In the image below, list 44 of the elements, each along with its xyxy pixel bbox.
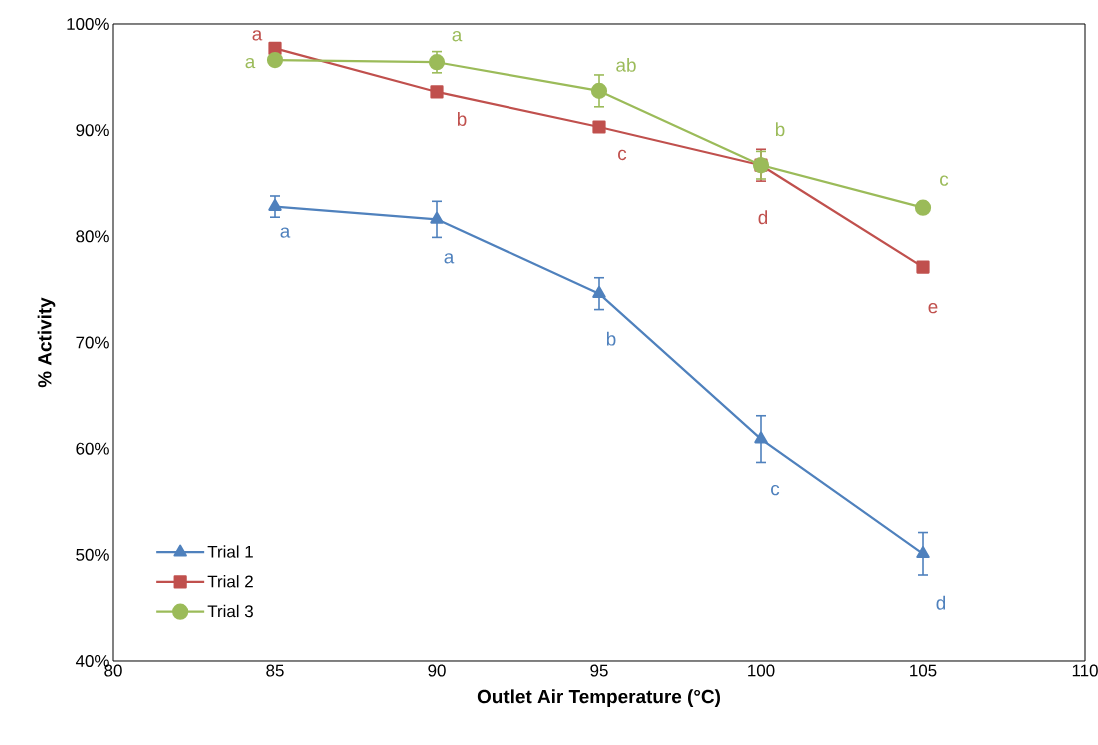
point [268,199,282,211]
point [914,199,932,216]
point [430,211,444,224]
point [430,85,444,99]
y-axis-title: % Activity [37,297,56,388]
y-tick-label: 80% [76,230,109,243]
y-tick-label: 90% [76,124,109,137]
point [592,286,606,299]
legend-label: Trial 3 [207,604,253,618]
x-tick-label: 85 [266,664,284,677]
point [590,82,608,99]
data-label: e [928,302,938,314]
y-tick-label: 70% [76,336,109,349]
point [592,120,606,134]
legend-label: Trial 2 [207,575,253,588]
data-label: d [758,210,768,225]
x-tick-label: 105 [910,664,937,677]
point [754,431,768,444]
point [266,51,284,69]
data-label: a [444,253,455,264]
point [916,546,930,559]
x-tick-label: 90 [428,664,446,677]
data-label: c [618,149,627,161]
data-label: b [775,122,785,137]
data-label: a [245,57,256,69]
x-tick-label: 110 [1072,664,1098,677]
data-label: a [452,31,463,42]
x-axis-title: Outlet Air Temperature (°C) [477,689,720,707]
data-label: d [936,595,946,610]
data-label: b [606,331,616,346]
point [916,260,930,274]
point [428,54,446,71]
data-label: a [252,30,263,41]
y-tick-label: 100% [67,18,109,30]
data-label: c [771,484,780,496]
x-tick-label: 95 [590,664,608,677]
data-label: b [457,111,467,126]
data-label: c [940,175,949,186]
y-tick-label: 50% [76,548,109,561]
data-label: a [280,227,291,238]
legend-label: Trial 1 [207,545,253,558]
data-label: ab [616,57,636,72]
y-tick-label: 60% [76,442,109,455]
x-tick-label: 100 [748,664,775,677]
